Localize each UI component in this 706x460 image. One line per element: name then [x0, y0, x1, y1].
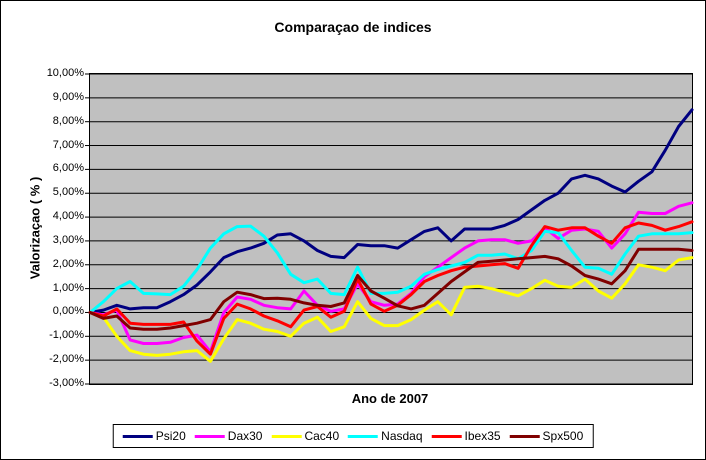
y-tick-label: -3,00%: [49, 377, 84, 389]
y-tick-label: -2,00%: [49, 353, 84, 366]
series-line-dax30: [88, 201, 694, 354]
y-tick-label: 8,00%: [52, 114, 84, 127]
legend-line-swatch-ibex35: [431, 434, 462, 438]
y-tick-label: 3,00%: [52, 233, 84, 246]
legend-label-ibex35: Ibex35: [464, 429, 501, 443]
legend-item-psi20: Psi20: [122, 429, 186, 443]
y-tick-label: 0,00%: [52, 305, 84, 318]
y-tick-label: 1,00%: [52, 281, 84, 294]
plot-svg: [85, 73, 694, 385]
legend-label-cac40: Cac40: [304, 429, 340, 443]
legend-line-swatch-psi20: [122, 434, 153, 438]
series-line-psi20: [88, 108, 694, 314]
legend-line-swatch-spx500: [509, 434, 540, 438]
y-tick-label: 4,00%: [52, 210, 84, 223]
legend: Psi20 Dax30 Cac40 Nasdaq Ibex35 Spx500: [112, 424, 594, 448]
series-line-ibex35: [88, 220, 694, 356]
legend-label-dax30: Dax30: [227, 429, 263, 443]
legend-item-nasdaq: Nasdaq: [348, 429, 423, 443]
y-tick-label: -1,00%: [49, 329, 84, 342]
series-line-spx500: [88, 247, 694, 331]
series-line-cac40: [88, 256, 694, 363]
plot-area: [85, 73, 694, 385]
y-tick-label: 6,00%: [52, 162, 84, 175]
legend-line-swatch-dax30: [194, 434, 225, 438]
legend-item-spx500: Spx500: [509, 429, 584, 443]
legend-item-cac40: Cac40: [271, 429, 339, 443]
legend-line-swatch-nasdaq: [348, 434, 379, 438]
x-axis-title: Ano de 2007: [351, 391, 429, 406]
y-tick-label: 9,00%: [52, 90, 84, 103]
legend-label-psi20: Psi20: [155, 429, 186, 443]
legend-item-ibex35: Ibex35: [431, 429, 501, 443]
legend-label-nasdaq: Nasdaq: [381, 429, 423, 443]
legend-line-swatch-cac40: [271, 434, 302, 438]
y-tick-label: 7,00%: [52, 138, 84, 151]
y-tick-label: 2,00%: [52, 257, 84, 270]
series-line-nasdaq: [88, 224, 694, 314]
chart-title: Comparaçao de indices: [274, 19, 432, 35]
legend-label-spx500: Spx500: [542, 429, 584, 443]
y-tick-label: 10,00%: [46, 67, 84, 79]
y-tick-label: 5,00%: [52, 186, 84, 199]
legend-item-dax30: Dax30: [194, 429, 263, 443]
